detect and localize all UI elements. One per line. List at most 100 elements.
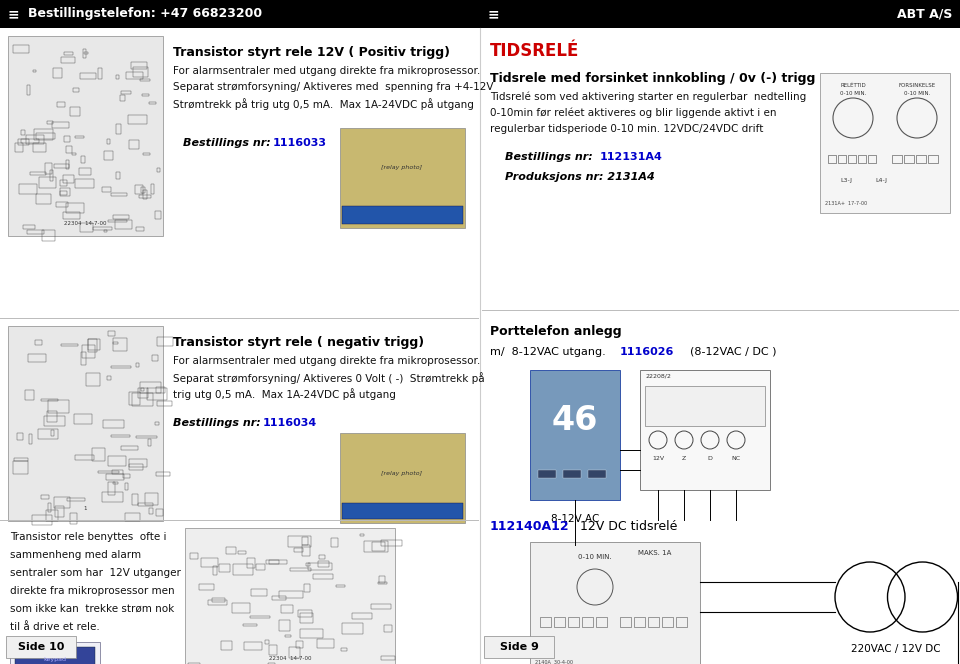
Bar <box>306 563 310 566</box>
Bar <box>288 536 311 547</box>
Bar <box>116 75 119 79</box>
Bar <box>156 509 163 516</box>
Bar <box>143 190 147 199</box>
Bar <box>648 617 659 627</box>
Text: [relay photo]: [relay photo] <box>381 165 422 171</box>
Bar <box>107 139 110 144</box>
Bar <box>60 188 70 196</box>
Bar <box>151 184 154 194</box>
Bar <box>121 91 131 94</box>
Bar <box>125 513 140 521</box>
Bar <box>53 68 62 78</box>
Bar <box>80 73 96 79</box>
Bar <box>554 617 565 627</box>
Bar <box>27 230 44 234</box>
Text: Strømtrekk på trig utg 0,5 mA.  Max 1A-24VDC på utgang: Strømtrekk på trig utg 0,5 mA. Max 1A-24… <box>173 98 474 110</box>
Bar <box>848 155 856 163</box>
Bar <box>88 339 100 350</box>
Bar <box>116 172 120 179</box>
Bar <box>384 625 392 632</box>
Bar <box>120 95 125 101</box>
Bar <box>108 331 115 336</box>
Bar <box>112 470 123 474</box>
Bar <box>199 584 214 590</box>
Text: 112140A12: 112140A12 <box>490 520 569 533</box>
Text: 22304  14-7-00: 22304 14-7-00 <box>269 656 311 661</box>
Bar <box>379 576 385 583</box>
Bar <box>372 542 385 551</box>
Bar <box>141 388 144 391</box>
Bar <box>25 390 34 400</box>
Bar <box>221 641 232 650</box>
Bar <box>279 591 303 598</box>
Text: L4-J: L4-J <box>875 178 887 183</box>
Bar <box>381 540 402 546</box>
Bar <box>125 483 128 490</box>
Bar <box>106 474 124 480</box>
Bar <box>8 36 163 236</box>
Bar <box>190 553 198 559</box>
Bar <box>133 67 148 77</box>
Bar <box>88 339 97 352</box>
Bar <box>620 617 631 627</box>
Text: Transistor styrt rele 12V ( Positiv trigg): Transistor styrt rele 12V ( Positiv trig… <box>173 46 450 59</box>
Bar <box>36 194 51 204</box>
Text: 0-10 MIN.: 0-10 MIN. <box>903 91 930 96</box>
Bar <box>15 647 95 664</box>
Bar <box>54 164 69 168</box>
Bar <box>107 376 111 380</box>
Bar <box>342 503 463 519</box>
Bar <box>281 605 293 613</box>
Bar <box>18 139 29 145</box>
Bar <box>360 534 364 536</box>
Bar <box>302 537 308 545</box>
Bar <box>19 184 37 194</box>
Bar <box>318 561 329 567</box>
Bar <box>371 604 391 609</box>
Bar <box>42 230 55 241</box>
Bar <box>14 458 28 461</box>
Text: Transistor rele benyttes  ofte i: Transistor rele benyttes ofte i <box>10 532 166 542</box>
Bar <box>66 160 69 169</box>
Bar <box>340 128 465 228</box>
Bar <box>21 139 39 143</box>
Text: 2131A+  17-7-00: 2131A+ 17-7-00 <box>825 201 867 206</box>
Text: Transistor styrt rele ( negativ trigg): Transistor styrt rele ( negativ trigg) <box>173 336 424 349</box>
Bar <box>126 72 143 79</box>
Bar <box>86 373 100 386</box>
Bar <box>530 370 620 500</box>
Text: Bestillings nr:: Bestillings nr: <box>505 152 596 162</box>
Text: For alarmsentraler med utgang direkte fra mikroprosessor.: For alarmsentraler med utgang direkte fr… <box>173 356 480 366</box>
Bar <box>108 482 115 495</box>
Bar <box>6 636 76 658</box>
Bar <box>13 45 29 53</box>
Bar <box>342 206 463 224</box>
Bar <box>34 129 53 140</box>
Bar <box>268 663 275 664</box>
Text: 22304  14-7-00: 22304 14-7-00 <box>63 221 107 226</box>
Bar <box>640 370 770 490</box>
Text: Bestillings nr:: Bestillings nr: <box>183 138 275 148</box>
Bar <box>928 155 938 163</box>
Text: sammenheng med alarm: sammenheng med alarm <box>10 550 141 560</box>
Text: 46: 46 <box>552 404 598 436</box>
Bar <box>136 227 144 231</box>
Bar <box>17 433 23 440</box>
Bar <box>145 493 158 505</box>
Bar <box>73 88 79 92</box>
Bar <box>304 584 310 592</box>
Bar <box>140 79 150 81</box>
Bar <box>156 472 170 476</box>
Bar <box>54 497 70 508</box>
Bar <box>140 382 161 393</box>
Bar <box>308 563 332 570</box>
Text: Z: Z <box>682 456 686 461</box>
Bar <box>104 151 113 160</box>
Bar <box>484 636 554 658</box>
Bar <box>44 416 65 426</box>
Bar <box>33 70 36 72</box>
Bar <box>381 656 395 660</box>
Bar <box>0 0 480 28</box>
Bar <box>676 617 687 627</box>
Bar <box>132 494 138 505</box>
